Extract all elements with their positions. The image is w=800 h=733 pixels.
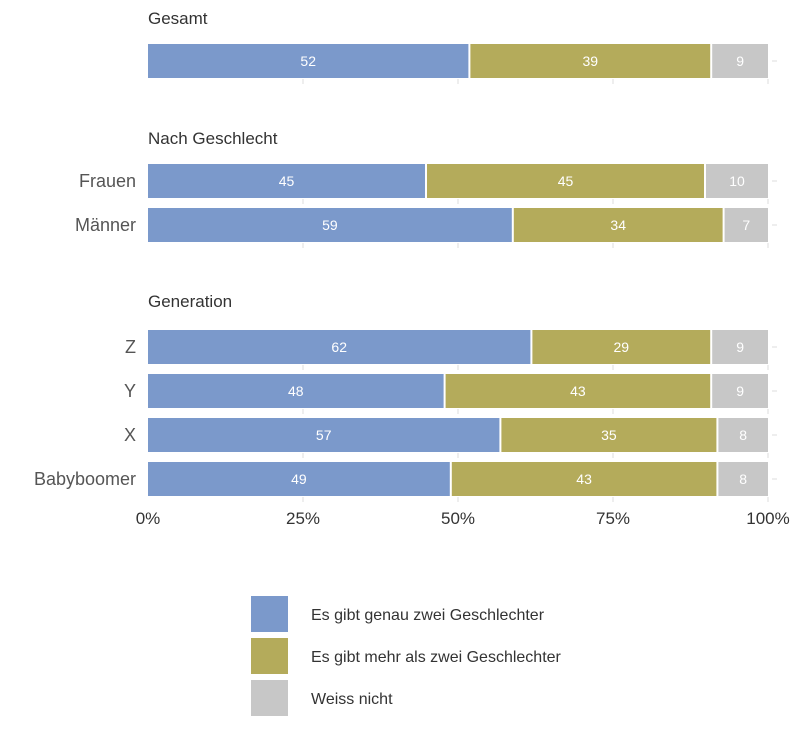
value-label: 10: [729, 173, 745, 189]
bar-segment: [718, 418, 768, 452]
bar-segment: [148, 462, 450, 496]
value-label: 49: [291, 471, 307, 487]
bar-segment: [501, 418, 717, 452]
value-label: 8: [739, 471, 747, 487]
bar-segment: [712, 330, 768, 364]
group-title: Generation: [148, 292, 232, 311]
bar-segment: [148, 208, 512, 242]
row-label: X: [124, 425, 136, 445]
x-tick-label: 75%: [596, 509, 630, 528]
value-label: 48: [288, 383, 304, 399]
legend-label: Weiss nicht: [311, 691, 393, 708]
bar-segment: [148, 374, 444, 408]
value-label: 45: [279, 173, 295, 189]
value-label: 62: [331, 339, 347, 355]
value-label: 7: [742, 217, 750, 233]
bar-segment: [148, 418, 500, 452]
row-label: Männer: [75, 215, 136, 235]
value-label: 9: [736, 339, 744, 355]
legend-swatch: [251, 680, 288, 716]
value-label: 57: [316, 427, 332, 443]
value-label: 43: [570, 383, 586, 399]
legend-swatch: [251, 596, 288, 632]
bar-segment: [712, 374, 768, 408]
bar-segment: [532, 330, 711, 364]
value-label: 39: [583, 53, 599, 69]
bar-segment: [445, 374, 711, 408]
bar-segment: [470, 44, 711, 78]
legend-label: Es gibt genau zwei Geschlechter: [311, 607, 545, 624]
bar-segment: [718, 462, 768, 496]
row-label: Frauen: [79, 171, 136, 191]
value-label: 43: [576, 471, 592, 487]
x-tick-label: 0%: [136, 509, 161, 528]
row-label: Z: [125, 337, 136, 357]
value-label: 8: [739, 427, 747, 443]
value-label: 35: [601, 427, 617, 443]
value-label: 59: [322, 217, 338, 233]
bar-segment: [148, 330, 531, 364]
value-label: 9: [736, 383, 744, 399]
group-title: Nach Geschlecht: [148, 129, 278, 148]
group-title: Gesamt: [148, 9, 208, 28]
row-label: Y: [124, 381, 136, 401]
bar-segment: [724, 208, 768, 242]
value-label: 29: [614, 339, 630, 355]
bar-segment: [712, 44, 768, 78]
value-label: 45: [558, 173, 574, 189]
value-label: 34: [610, 217, 626, 233]
bar-segment: [513, 208, 723, 242]
value-label: 9: [736, 53, 744, 69]
bar-segment: [451, 462, 717, 496]
bar-segment: [148, 164, 425, 198]
bar-segment: [148, 44, 469, 78]
bar-segment: [706, 164, 768, 198]
bar-segment: [427, 164, 704, 198]
x-tick-label: 25%: [286, 509, 320, 528]
row-label: Babyboomer: [34, 469, 136, 489]
value-label: 52: [300, 53, 316, 69]
legend-label: Es gibt mehr als zwei Geschlechter: [311, 649, 562, 666]
x-tick-label: 50%: [441, 509, 475, 528]
legend-swatch: [251, 638, 288, 674]
x-tick-label: 100%: [746, 509, 789, 528]
